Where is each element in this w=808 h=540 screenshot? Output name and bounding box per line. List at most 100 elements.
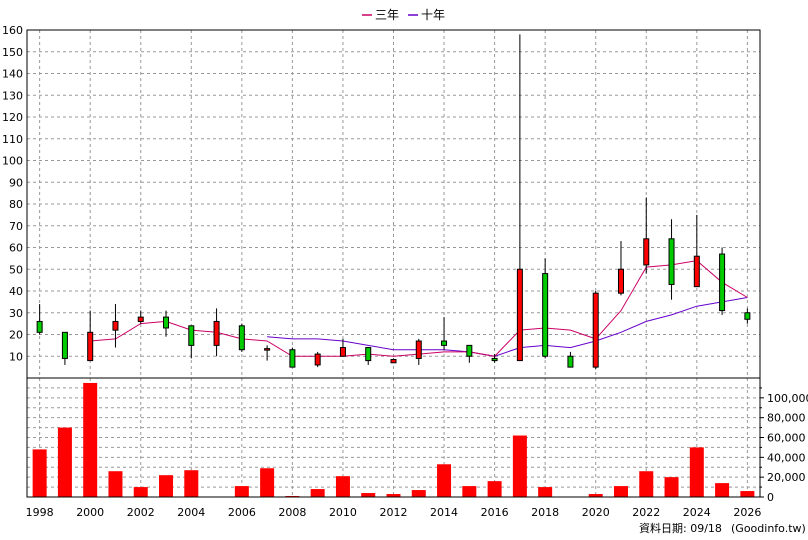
legend-ma10-label: 十年: [421, 8, 445, 22]
candle-body: [112, 320, 119, 331]
volume-tick-label: 20,000: [767, 471, 806, 484]
volume-bar: [159, 475, 174, 497]
x-tick-label: 2014: [430, 506, 458, 519]
volume-bar: [437, 464, 452, 497]
footer-source: (Goodinfo.tw): [731, 522, 806, 535]
candle-body: [289, 349, 296, 368]
volume-bar: [664, 477, 679, 497]
price-tick-label: 140: [2, 68, 23, 81]
candle-body: [617, 268, 624, 294]
ma10-line: [267, 297, 748, 357]
volume-tick-label: 60,000: [767, 432, 806, 445]
candle-body: [36, 320, 43, 333]
candle-body: [213, 320, 220, 346]
price-tick-label: 120: [2, 111, 23, 124]
x-tick-label: 2026: [733, 506, 761, 519]
volume-bar: [715, 483, 730, 497]
price-tick-label: 150: [2, 46, 23, 59]
volume-bar: [57, 427, 72, 497]
axes: [26, 29, 764, 498]
volume-bar: [613, 486, 628, 497]
x-tick-label: 2010: [329, 506, 357, 519]
volume-bar: [310, 489, 325, 497]
price-tick-label: 100: [2, 155, 23, 168]
volume-bar: [689, 447, 704, 497]
candle-body: [314, 353, 321, 366]
price-tick-label: 60: [9, 242, 23, 255]
volume-bar: [588, 494, 603, 497]
price-tick-label: 110: [2, 133, 23, 146]
candle-body: [491, 357, 498, 362]
x-tick-label: 2018: [531, 506, 559, 519]
volume-bar: [133, 487, 148, 497]
x-tick-label: 2008: [278, 506, 306, 519]
legend: 三年 十年: [362, 8, 445, 22]
x-tick-label: 2012: [380, 506, 408, 519]
x-tick-label: 2004: [177, 506, 205, 519]
footer-date-label: 資料日期: 09/18: [639, 521, 722, 535]
price-tick-label: 90: [9, 176, 23, 189]
price-tick-label: 130: [2, 89, 23, 102]
x-tick-label: 2020: [582, 506, 610, 519]
candle-body: [365, 347, 372, 362]
volume-bar: [411, 490, 426, 497]
candle-body: [542, 273, 549, 357]
candle-body: [339, 347, 346, 357]
candle-body: [693, 255, 700, 288]
volume-bars: [32, 382, 755, 498]
volume-bar: [108, 471, 123, 497]
x-tick-label: 2016: [481, 506, 509, 519]
candlesticks: [36, 34, 751, 370]
candle-body: [264, 348, 271, 351]
plot-frame: [26, 29, 761, 498]
grid: [27, 29, 760, 497]
volume-tick-label: 40,000: [767, 451, 806, 464]
volume-bar: [538, 487, 553, 497]
candle-body: [719, 253, 726, 312]
candle-body: [441, 340, 448, 346]
candle-body: [87, 331, 94, 362]
tick-labels: 10 20 30 40 50 60 70 80 90 100 110 120 130 140 150 160 0…: [2, 24, 808, 519]
volume-bar: [260, 468, 275, 497]
volume-bar: [234, 486, 249, 497]
price-tick-label: 80: [9, 198, 23, 211]
volume-bar: [184, 470, 199, 497]
volume-bar: [32, 449, 47, 497]
x-tick-label: 2022: [632, 506, 660, 519]
price-tick-label: 70: [9, 220, 23, 233]
price-tick-label: 50: [9, 263, 23, 276]
candle-body: [744, 312, 751, 320]
volume-bar: [83, 382, 98, 497]
price-tick-label: 20: [9, 329, 23, 342]
candle-body: [592, 292, 599, 368]
x-tick-label: 2002: [127, 506, 155, 519]
volume-bar: [639, 471, 654, 497]
volume-bar: [361, 493, 376, 497]
x-tick-label: 2006: [228, 506, 256, 519]
candle-body: [188, 325, 195, 346]
volume-bar: [462, 486, 477, 497]
x-tick-label: 2000: [76, 506, 104, 519]
candle-body: [567, 355, 574, 368]
candle-body: [238, 325, 245, 351]
price-tick-label: 160: [2, 24, 23, 37]
candle-body: [643, 238, 650, 266]
volume-bar: [335, 476, 350, 497]
candle-body: [668, 238, 675, 285]
volume-bar: [512, 435, 527, 497]
volume-tick-label: 100,000: [767, 392, 808, 405]
price-tick-label: 30: [9, 307, 23, 320]
candle-body: [516, 268, 523, 362]
candle-body: [466, 344, 473, 357]
price-tick-label: 40: [9, 285, 23, 298]
x-tick-label: 1998: [26, 506, 54, 519]
volume-bar: [740, 491, 755, 497]
candle-body: [163, 316, 170, 329]
candle-body: [390, 359, 397, 364]
x-tick-label: 2024: [683, 506, 711, 519]
candle-body: [61, 331, 68, 359]
volume-bar: [386, 494, 401, 497]
volume-tick-label: 0: [767, 491, 774, 504]
volume-tick-label: 80,000: [767, 412, 806, 425]
